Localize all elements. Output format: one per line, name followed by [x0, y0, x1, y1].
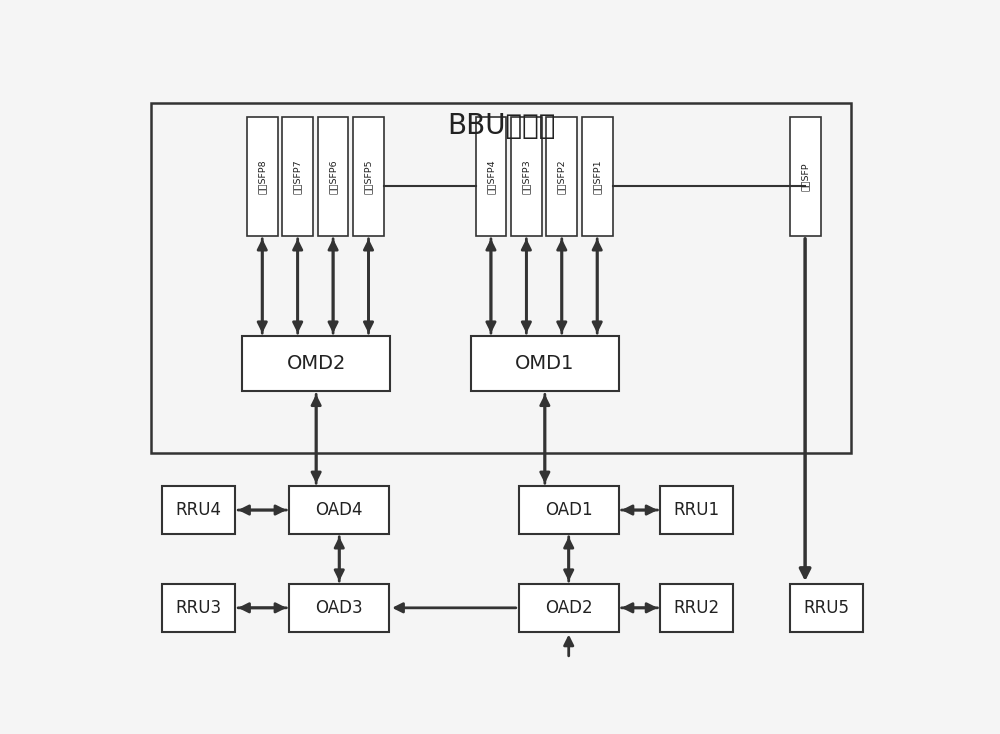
Text: 光纤SFP8: 光纤SFP8	[258, 159, 267, 194]
Text: BBU基带池: BBU基带池	[447, 112, 555, 139]
Bar	[353, 117, 384, 236]
Bar	[151, 103, 851, 453]
Text: OMD2: OMD2	[286, 355, 346, 374]
Bar	[471, 336, 619, 391]
Bar	[242, 336, 390, 391]
Text: RRU3: RRU3	[176, 599, 222, 617]
Text: 光纤SFP5: 光纤SFP5	[364, 159, 373, 194]
Bar	[476, 117, 506, 236]
Text: OAD4: OAD4	[316, 501, 363, 519]
Text: 光纤SFP2: 光纤SFP2	[557, 159, 566, 194]
Text: RRU5: RRU5	[803, 599, 849, 617]
Bar	[660, 486, 733, 534]
Text: 光纤SFP1: 光纤SFP1	[593, 159, 602, 194]
Bar	[318, 117, 348, 236]
Text: RRU1: RRU1	[674, 501, 720, 519]
Bar	[282, 117, 313, 236]
Text: 光纤SFP6: 光纤SFP6	[329, 159, 338, 194]
Bar	[511, 117, 542, 236]
Text: 光纤SFP7: 光纤SFP7	[293, 159, 302, 194]
Bar	[247, 117, 278, 236]
Bar	[519, 486, 619, 534]
Text: OAD3: OAD3	[315, 599, 363, 617]
Text: OMD1: OMD1	[515, 355, 575, 374]
Bar	[660, 584, 733, 632]
Bar	[519, 584, 619, 632]
Text: OAD2: OAD2	[545, 599, 593, 617]
Text: 光纤SFP4: 光纤SFP4	[486, 159, 495, 194]
Bar	[546, 117, 577, 236]
Text: RRU4: RRU4	[176, 501, 222, 519]
Text: 光纤SFP: 光纤SFP	[801, 162, 810, 191]
Bar	[162, 486, 235, 534]
Bar	[582, 117, 613, 236]
Text: 光纤SFP3: 光纤SFP3	[522, 159, 531, 194]
Bar	[289, 486, 389, 534]
Bar	[162, 584, 235, 632]
Text: RRU2: RRU2	[674, 599, 720, 617]
Bar	[790, 584, 863, 632]
Text: OAD1: OAD1	[545, 501, 593, 519]
Bar	[289, 584, 389, 632]
Bar	[790, 117, 820, 236]
